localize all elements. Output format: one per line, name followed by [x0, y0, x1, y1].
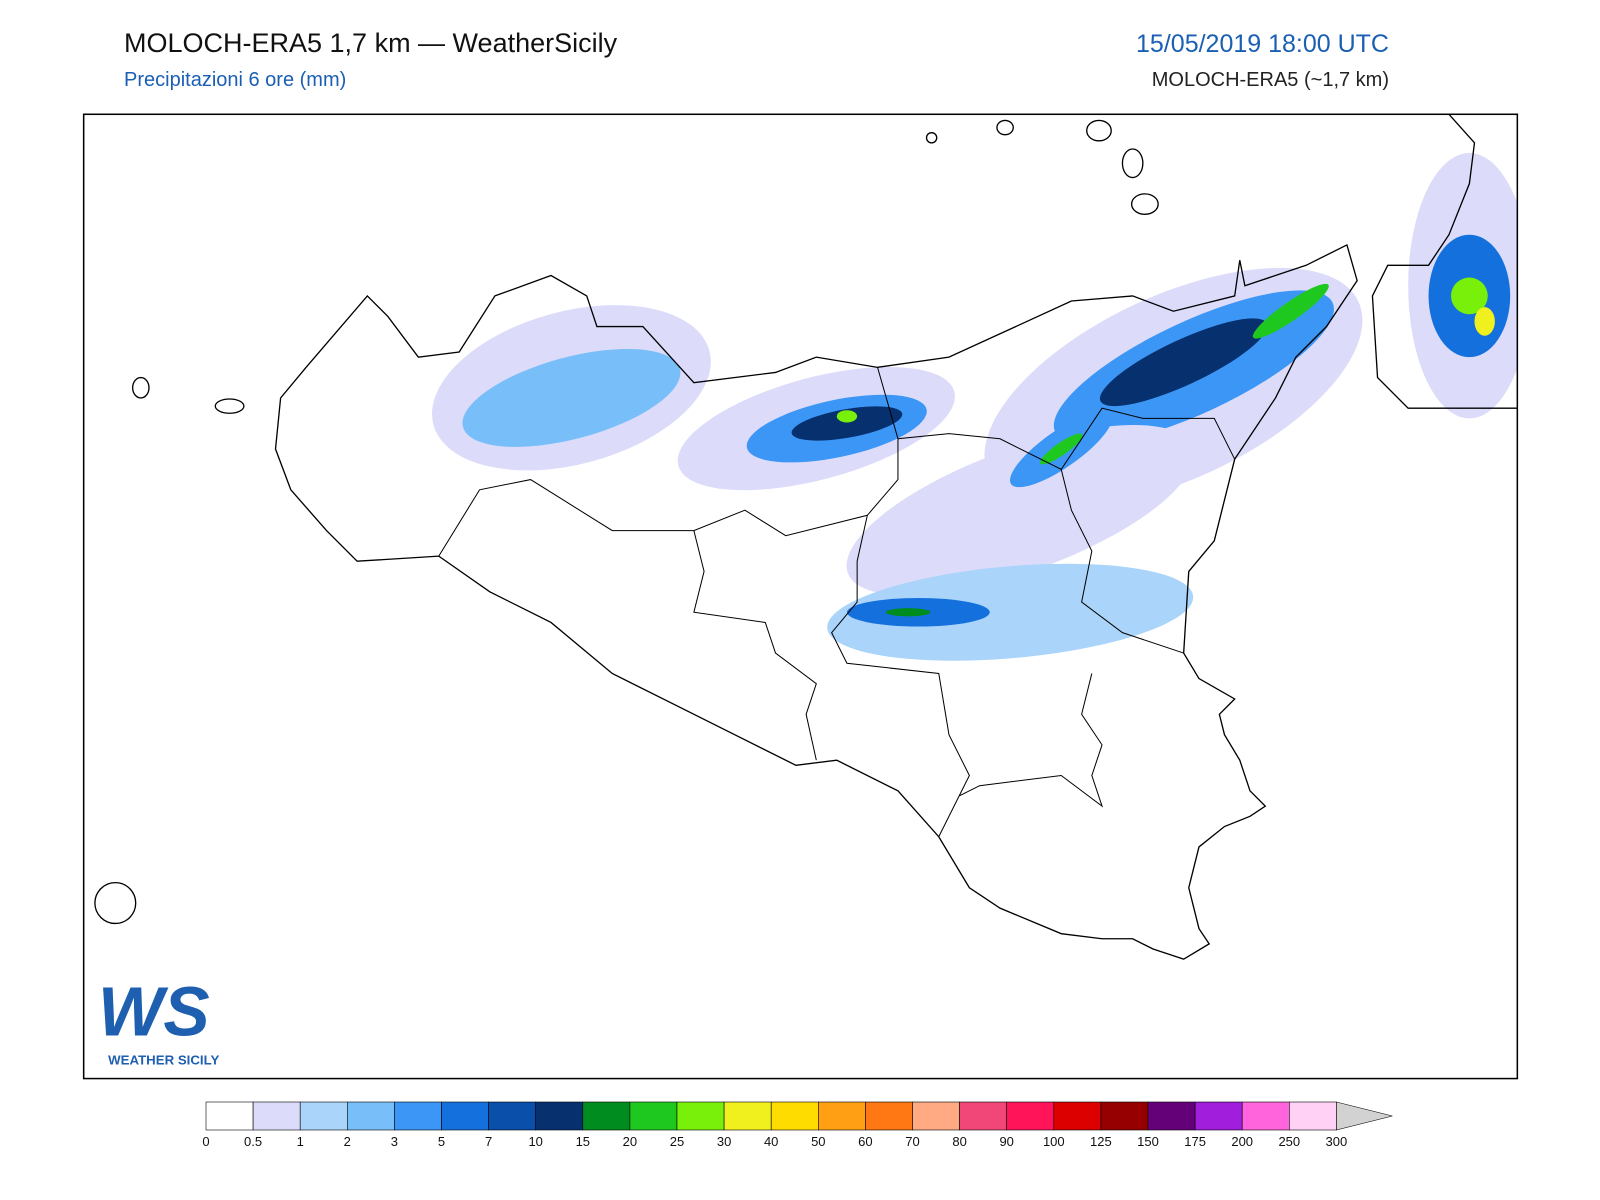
color-bin [535, 1101, 584, 1131]
color-bin [346, 1101, 395, 1131]
precip-area [791, 406, 903, 441]
color-bin [1006, 1101, 1055, 1131]
subtitle: Precipitazioni 6 ore (mm) [124, 69, 346, 91]
title: MOLOCH-ERA5 1,7 km — WeatherSicily [124, 28, 618, 58]
colorbar-tick-label: 7 [485, 1134, 492, 1149]
map-frame [82, 113, 1519, 1080]
colorbar-tick-label: 80 [952, 1134, 966, 1149]
island [1086, 119, 1112, 142]
color-bin [299, 1101, 348, 1131]
colorbar-tick-label: 175 [1184, 1134, 1206, 1149]
precip-area [885, 608, 931, 617]
over-arrow [1336, 1101, 1393, 1131]
color-bin [252, 1101, 301, 1131]
precip-area [827, 563, 1194, 661]
color-bin [1053, 1101, 1102, 1131]
datetime: 15/05/2019 18:00 UTC [1136, 30, 1389, 58]
color-bin [959, 1101, 1007, 1131]
precip-area [462, 348, 681, 447]
precip-area [1040, 433, 1083, 465]
colorbar-tick-label: 0.5 [244, 1134, 262, 1149]
color-bin [912, 1101, 960, 1131]
model-label: MOLOCH-ERA5 (~1,7 km) [1152, 69, 1389, 91]
logo-name: WEATHER SICILY [108, 1052, 219, 1067]
colorbar-tick-label: 30 [717, 1134, 731, 1149]
color-bin [582, 1101, 631, 1131]
precip-area [1451, 277, 1488, 315]
island [996, 119, 1014, 136]
color-bin [1194, 1101, 1243, 1131]
colorbar-tick-label: 10 [528, 1134, 542, 1149]
island [1130, 193, 1159, 215]
color-bin [205, 1101, 254, 1131]
color-bin [441, 1101, 489, 1131]
colorbar-tick-label: 1 [297, 1134, 304, 1149]
colorbar-tick-label: 150 [1137, 1134, 1159, 1149]
colorbar-tick-label: 200 [1231, 1134, 1253, 1149]
color-bin [488, 1101, 537, 1131]
coastline [1371, 113, 1518, 409]
colorbar: 0 0.5 1 2 3 5 7 10 15 20 25 30 40 50 60 70 80 90 100 125 150… [202, 1101, 1393, 1149]
color-bin [1100, 1101, 1149, 1131]
colorbar-tick-label: 0 [202, 1134, 209, 1149]
province-border [438, 407, 1236, 557]
precip-area [836, 410, 858, 423]
precip-area [1252, 283, 1329, 339]
colorbar-tick-label: 70 [905, 1134, 919, 1149]
colorbar-tick-label: 20 [623, 1134, 637, 1149]
colorbar-tick-label: 25 [670, 1134, 684, 1149]
color-bin [1289, 1101, 1337, 1131]
colorbar-tick-label: 40 [764, 1134, 778, 1149]
color-bin [817, 1101, 866, 1131]
colorbar-tick-label: 60 [858, 1134, 872, 1149]
precip-area [1474, 307, 1495, 336]
colorbar-tick-label: 250 [1278, 1134, 1300, 1149]
island [214, 398, 245, 414]
color-bin [629, 1101, 678, 1131]
colorbar-tick-label: 100 [1043, 1134, 1065, 1149]
colorbar-tick-label: 300 [1326, 1134, 1348, 1149]
color-bin [723, 1101, 772, 1131]
colorbar-tick-label: 15 [576, 1134, 590, 1149]
map-background [83, 114, 1518, 1079]
colorbar-tick-label: 3 [391, 1134, 398, 1149]
precip-field [432, 153, 1518, 661]
color-bin [770, 1101, 819, 1131]
colorbar-tick-label: 125 [1090, 1134, 1112, 1149]
color-bin [394, 1101, 442, 1131]
color-bin [1147, 1101, 1196, 1131]
logo-mark: WS [98, 973, 210, 1051]
island [925, 131, 938, 144]
color-bin [865, 1101, 913, 1131]
colorbar-tick-label: 50 [811, 1134, 825, 1149]
island [131, 376, 150, 399]
color-bin [676, 1101, 725, 1131]
island [1121, 148, 1144, 179]
colorbar-tick-label: 2 [344, 1134, 351, 1149]
map: WS WEATHER SICILY [82, 113, 1519, 1080]
precip-area [1099, 318, 1268, 407]
province-border [693, 367, 1184, 837]
color-bin [1241, 1101, 1290, 1131]
island [94, 881, 137, 925]
precip-area [846, 425, 1195, 596]
colorbar-tick-label: 5 [438, 1134, 445, 1149]
colorbar-tick-label: 90 [999, 1134, 1013, 1149]
